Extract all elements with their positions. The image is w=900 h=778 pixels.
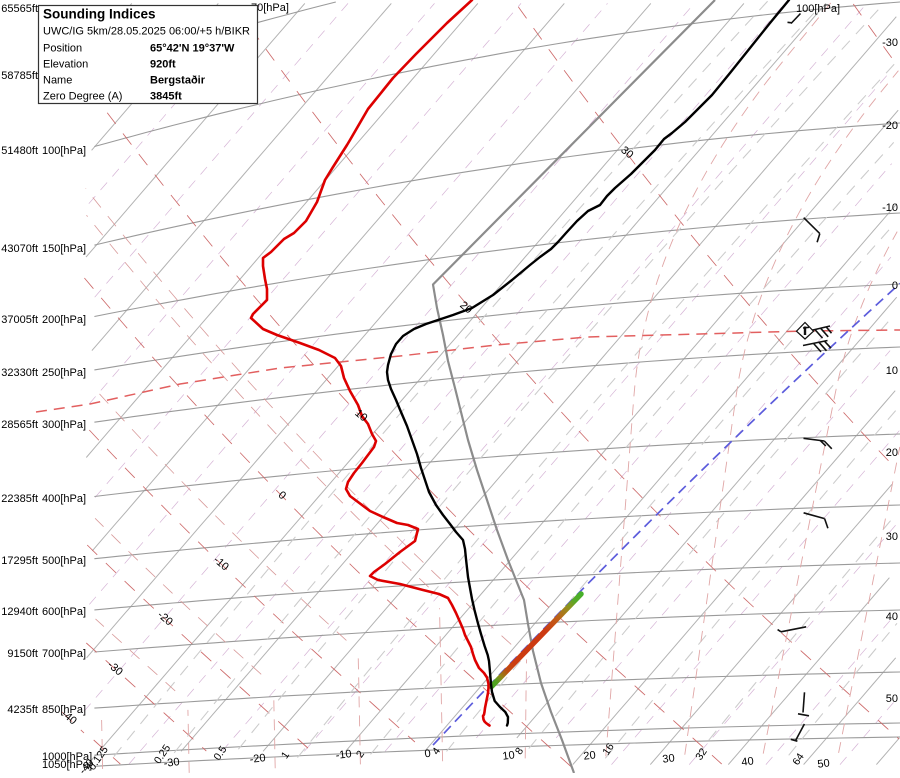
svg-text:20: 20: [886, 447, 898, 459]
svg-text:4: 4: [430, 745, 443, 757]
svg-text:700[hPa]: 700[hPa]: [42, 648, 86, 660]
svg-text:UWC/IG 5km/28.05.2025 06:00/+5: UWC/IG 5km/28.05.2025 06:00/+5 h/BIKR: [43, 26, 250, 38]
svg-text:40: 40: [886, 611, 898, 623]
svg-text:3845ft: 3845ft: [150, 91, 182, 103]
svg-text:-10: -10: [335, 748, 352, 762]
svg-text:100[hPa]: 100[hPa]: [796, 3, 840, 15]
svg-text:0: 0: [424, 748, 432, 761]
svg-text:9150ft: 9150ft: [7, 648, 38, 660]
svg-text:920ft: 920ft: [150, 59, 176, 71]
svg-text:1050[hPa]: 1050[hPa]: [42, 759, 92, 771]
svg-text:Position: Position: [43, 43, 82, 55]
svg-text:250[hPa]: 250[hPa]: [42, 367, 86, 379]
svg-text:1000[hPa]: 1000[hPa]: [42, 751, 92, 763]
svg-text:150[hPa]: 150[hPa]: [42, 243, 86, 255]
svg-text:Bergstaðir: Bergstaðir: [150, 75, 206, 87]
svg-text:51480ft: 51480ft: [1, 145, 38, 157]
svg-text:40: 40: [741, 755, 755, 768]
svg-text:100[hPa]: 100[hPa]: [42, 145, 86, 157]
svg-text:65565ft: 65565ft: [1, 3, 38, 15]
svg-text:10: 10: [886, 365, 898, 377]
svg-text:-30: -30: [882, 37, 898, 49]
svg-text:Sounding Indices: Sounding Indices: [43, 7, 156, 22]
svg-text:300[hPa]: 300[hPa]: [42, 419, 86, 431]
svg-text:30: 30: [886, 531, 898, 543]
svg-text:-20: -20: [882, 120, 898, 132]
svg-text:500[hPa]: 500[hPa]: [42, 555, 86, 567]
svg-text:58785ft: 58785ft: [1, 70, 38, 82]
svg-text:8: 8: [513, 745, 526, 757]
svg-text:50: 50: [817, 757, 831, 770]
svg-text:43070ft: 43070ft: [1, 243, 38, 255]
svg-text:Zero Degree (A): Zero Degree (A): [43, 91, 122, 103]
svg-text:2: 2: [354, 748, 367, 760]
svg-text:28565ft: 28565ft: [1, 419, 38, 431]
svg-text:400[hPa]: 400[hPa]: [42, 493, 86, 505]
svg-text:70[hPa]: 70[hPa]: [251, 2, 289, 14]
svg-text:-10: -10: [882, 202, 898, 214]
svg-text:12940ft: 12940ft: [1, 606, 38, 618]
svg-text:16: 16: [600, 741, 617, 758]
svg-text:4235ft: 4235ft: [7, 704, 38, 716]
svg-text:32: 32: [693, 746, 710, 763]
svg-text:Name: Name: [43, 75, 72, 87]
svg-text:850[hPa]: 850[hPa]: [42, 704, 86, 716]
svg-text:Elevation: Elevation: [43, 59, 88, 71]
svg-text:37005ft: 37005ft: [1, 314, 38, 326]
svg-text:-30: -30: [163, 756, 180, 770]
svg-text:0: 0: [892, 280, 898, 292]
svg-text:200[hPa]: 200[hPa]: [42, 314, 86, 326]
svg-text:10: 10: [502, 749, 516, 762]
svg-text:50: 50: [886, 693, 898, 705]
svg-text:64: 64: [790, 751, 807, 768]
svg-text:1: 1: [279, 749, 292, 761]
svg-text:65°42'N 19°37'W: 65°42'N 19°37'W: [150, 43, 235, 55]
svg-text:22385ft: 22385ft: [1, 493, 38, 505]
svg-text:30: 30: [662, 752, 676, 765]
svg-text:32330ft: 32330ft: [1, 367, 38, 379]
svg-text:17295ft: 17295ft: [1, 555, 38, 567]
svg-text:600[hPa]: 600[hPa]: [42, 606, 86, 618]
svg-text:-20: -20: [249, 752, 266, 766]
svg-text:20: 20: [583, 749, 597, 762]
